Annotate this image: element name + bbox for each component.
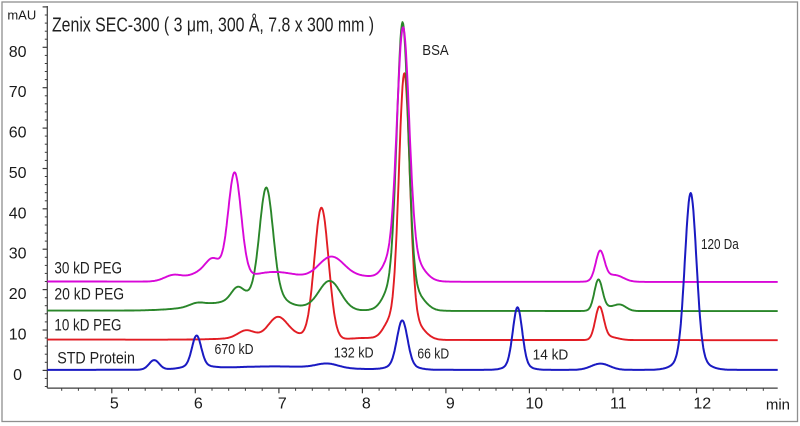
svg-text:60: 60 (9, 125, 27, 142)
svg-text:6: 6 (194, 396, 203, 413)
svg-text:10 kD PEG: 10 kD PEG (54, 316, 121, 335)
svg-text:7: 7 (278, 396, 287, 413)
svg-text:12: 12 (693, 396, 711, 413)
svg-text:120 Da: 120 Da (701, 236, 739, 253)
svg-text:14 kD: 14 kD (533, 346, 569, 363)
svg-text:50: 50 (9, 165, 27, 182)
svg-text:5: 5 (110, 396, 119, 413)
svg-text:70: 70 (9, 84, 27, 101)
svg-text:8: 8 (362, 396, 371, 413)
svg-text:20: 20 (9, 286, 27, 303)
svg-text:mAU: mAU (7, 7, 36, 22)
svg-text:0: 0 (13, 367, 22, 384)
svg-text:Zenix SEC-300 ( 3 μm, 300 Å, 7: Zenix SEC-300 ( 3 μm, 300 Å, 7.8 x 300 m… (52, 13, 374, 36)
svg-text:670 kD: 670 kD (215, 341, 254, 358)
svg-text:132 kD: 132 kD (334, 345, 374, 362)
svg-text:10: 10 (525, 396, 543, 413)
svg-text:80: 80 (9, 44, 27, 61)
svg-text:20 kD PEG: 20 kD PEG (54, 285, 124, 304)
svg-text:STD Protein: STD Protein (57, 349, 135, 368)
svg-text:min: min (766, 397, 790, 414)
svg-text:BSA: BSA (422, 42, 448, 59)
svg-text:10: 10 (9, 327, 27, 344)
svg-text:30 kD PEG: 30 kD PEG (54, 259, 122, 278)
svg-text:66 kD: 66 kD (417, 345, 449, 362)
svg-text:11: 11 (610, 396, 627, 413)
svg-text:9: 9 (446, 396, 455, 413)
svg-text:30: 30 (9, 246, 27, 263)
svg-text:40: 40 (9, 205, 27, 222)
